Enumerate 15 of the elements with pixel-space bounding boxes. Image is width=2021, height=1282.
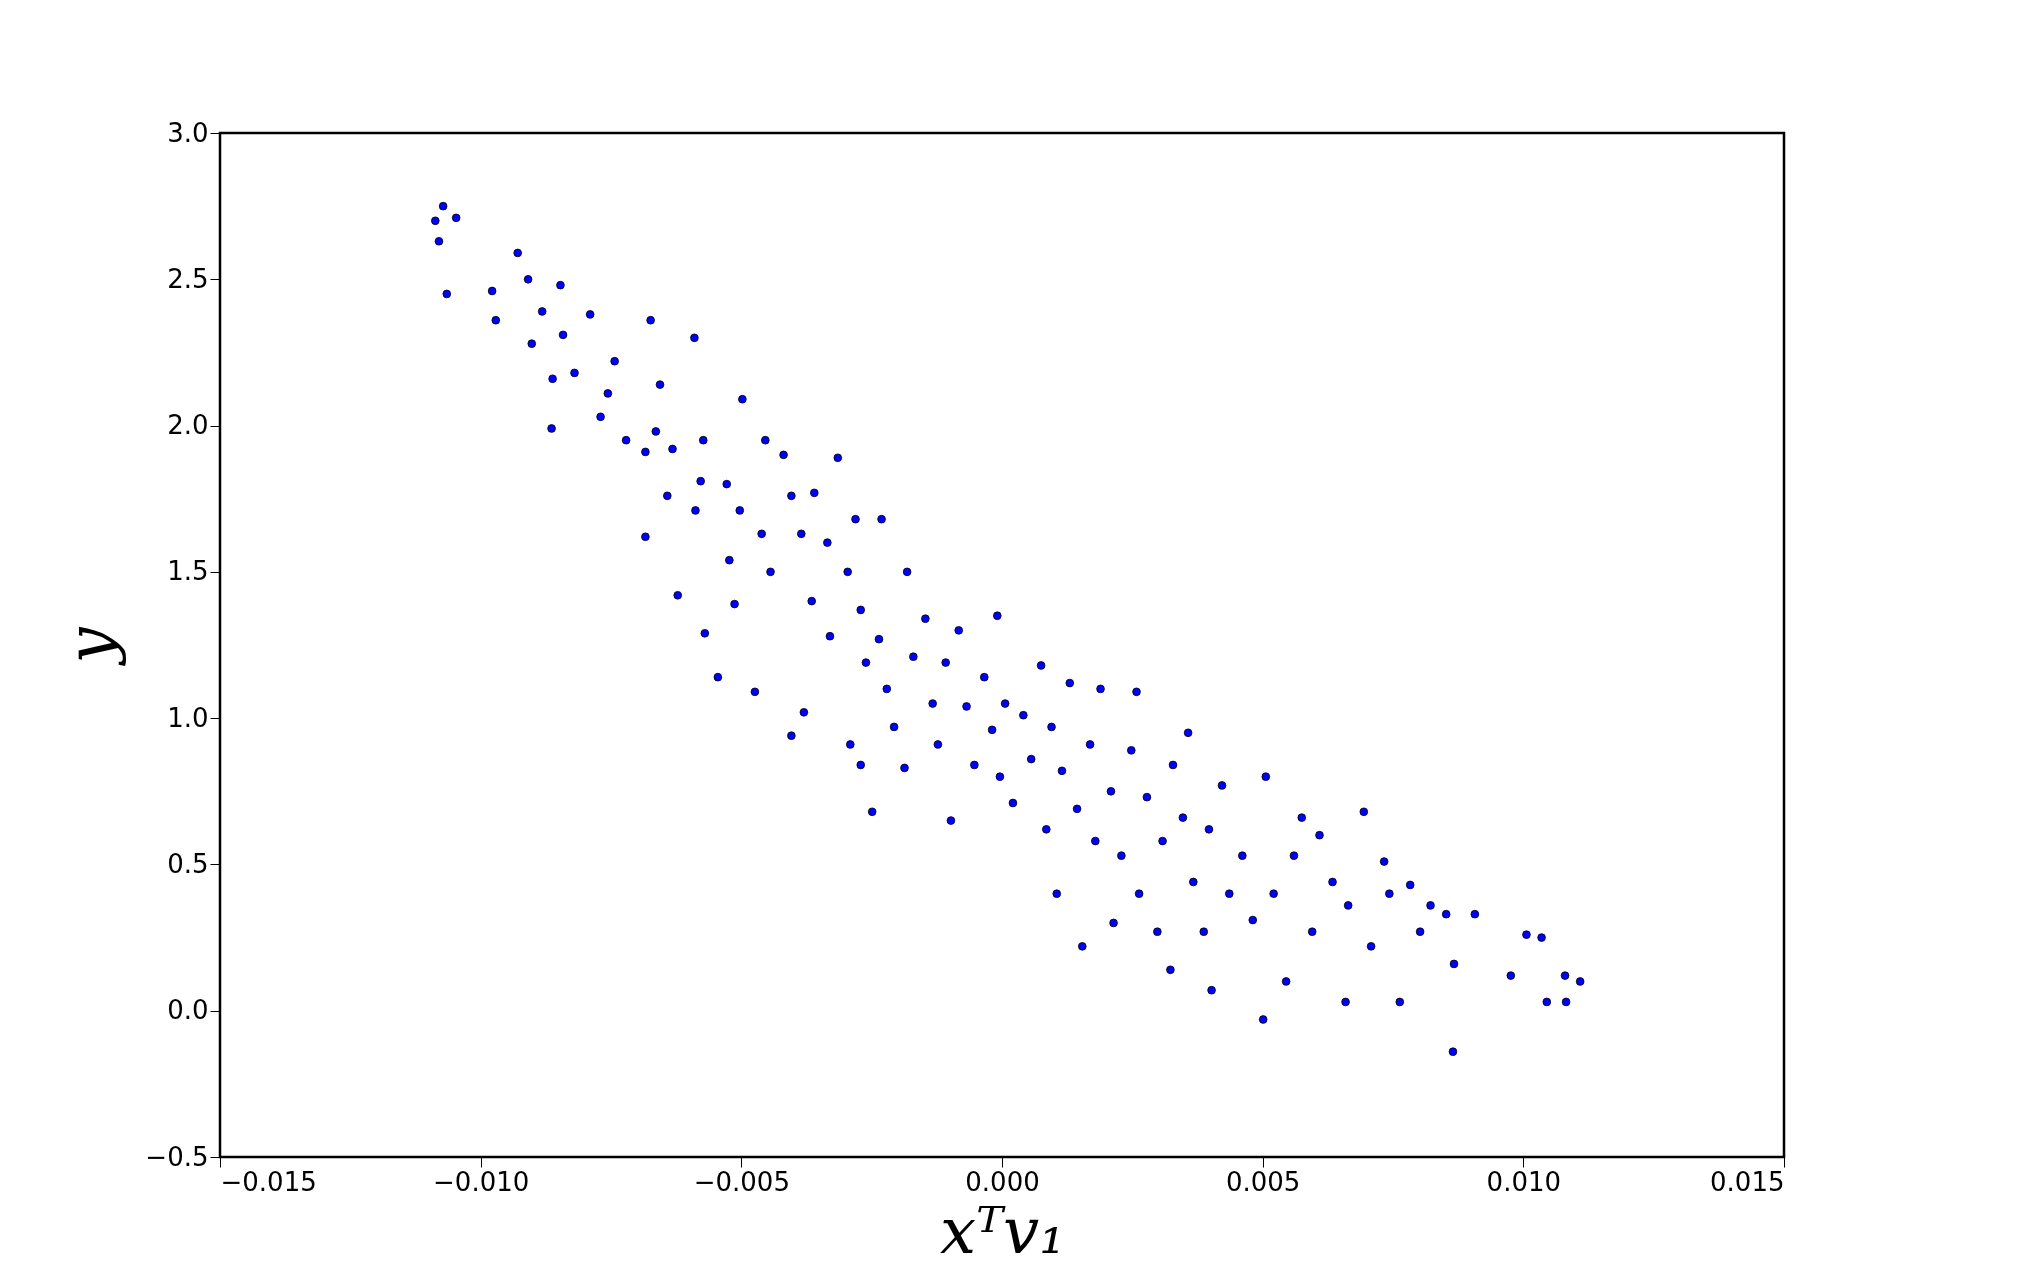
y-tick-label: 0.0 <box>167 995 209 1026</box>
x-tick-label: 0.015 <box>1710 1166 1785 1197</box>
x-tick-label: 0.005 <box>1225 1166 1301 1197</box>
y-tick-label: 2.0 <box>167 410 209 441</box>
y-tick-label: 3.0 <box>167 117 209 148</box>
x-tick-label: 0.010 <box>1486 1166 1562 1197</box>
y-tick-label: 2.5 <box>167 263 209 294</box>
y-tick-label: 1.0 <box>167 702 209 733</box>
y-tick-label: −0.5 <box>145 1141 209 1172</box>
x-tick-label: −0.010 <box>433 1166 530 1197</box>
x-tick-label: −0.015 <box>220 1166 317 1197</box>
x-tick-label: −0.005 <box>693 1166 790 1197</box>
y-axis-title: y <box>53 626 128 667</box>
y-tick-label: 1.5 <box>167 556 209 587</box>
y-tick-label: 0.5 <box>167 848 209 879</box>
